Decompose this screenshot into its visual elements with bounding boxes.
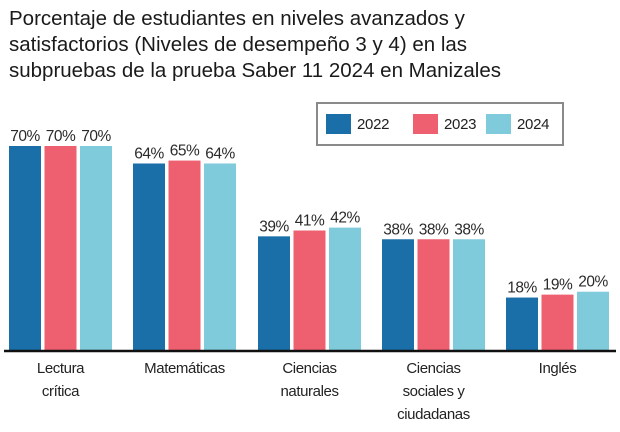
- legend-swatch-2023: [413, 114, 438, 134]
- bar-2022-4: [506, 297, 538, 350]
- legend-label-2023: 2023: [444, 115, 477, 133]
- bar-2024-0: [80, 146, 112, 350]
- data-label: 42%: [330, 210, 360, 227]
- data-label: 18%: [507, 280, 537, 297]
- data-label: 38%: [419, 221, 449, 238]
- data-label: 39%: [259, 218, 289, 235]
- data-label: 38%: [454, 221, 484, 238]
- category-label: Ciencias: [282, 360, 336, 377]
- chart-title-line: satisfactorios (Niveles de desempeño 3 y…: [9, 33, 468, 56]
- chart-legend: 2022 2023 2024: [316, 102, 564, 146]
- bar-2023-0: [44, 146, 77, 350]
- data-label: 64%: [205, 145, 235, 162]
- bar-2022-0: [9, 146, 41, 350]
- data-label: 70%: [46, 128, 76, 145]
- chart-title: Porcentaje de estudiantes en niveles ava…: [9, 6, 609, 84]
- bar-2024-4: [577, 291, 609, 350]
- legend-item-2023: 2023: [413, 114, 477, 134]
- category-label: Lectura: [37, 360, 85, 377]
- category-label: sociales y: [403, 383, 466, 400]
- bar-2024-2: [329, 227, 361, 350]
- category-label: crítica: [42, 383, 80, 400]
- bar-2022-3: [382, 239, 414, 350]
- bar-2023-4: [541, 294, 574, 350]
- legend-swatch-2022: [326, 114, 351, 134]
- chart-title-line: subpruebas de la prueba Saber 11 2024 en…: [9, 59, 501, 82]
- legend-swatch-2024: [486, 114, 511, 134]
- bar-2022-1: [133, 163, 165, 350]
- bar-2023-2: [293, 230, 326, 350]
- legend-item-2024: 2024: [486, 114, 550, 134]
- bar-2024-1: [204, 163, 236, 350]
- data-label: 70%: [10, 128, 40, 145]
- category-label: Inglés: [539, 360, 577, 377]
- category-label: naturales: [280, 383, 338, 400]
- legend-label-2024: 2024: [517, 115, 550, 133]
- category-label: Matemáticas: [144, 360, 225, 377]
- bar-2024-3: [453, 239, 485, 350]
- legend-label-2022: 2022: [357, 115, 390, 133]
- data-label: 38%: [383, 221, 413, 238]
- data-label: 20%: [578, 274, 608, 291]
- legend-item-2022: 2022: [326, 114, 390, 134]
- bar-2023-1: [168, 160, 201, 350]
- category-label: ciudadanas: [397, 406, 470, 423]
- category-label: Ciencias: [406, 360, 460, 377]
- bar-2022-2: [258, 236, 290, 350]
- data-label: 19%: [543, 277, 573, 294]
- data-label: 65%: [170, 143, 200, 160]
- data-label: 70%: [81, 128, 111, 145]
- data-label: 41%: [295, 213, 325, 230]
- bar-2023-3: [417, 239, 450, 350]
- chart-title-line: Porcentaje de estudiantes en niveles ava…: [9, 7, 465, 30]
- data-label: 64%: [134, 145, 164, 162]
